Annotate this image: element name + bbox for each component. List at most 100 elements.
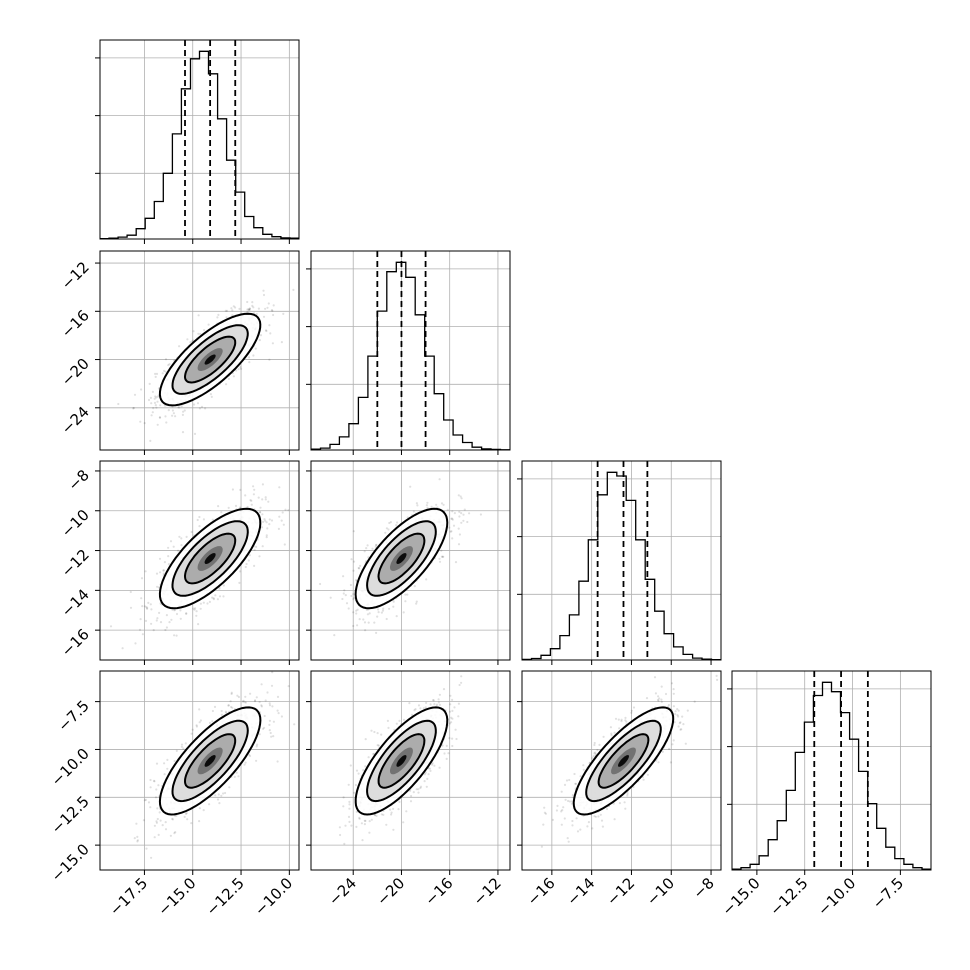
sample-point [560, 810, 563, 813]
sample-point [451, 537, 454, 540]
sample-point [145, 847, 148, 850]
sample-point [287, 509, 290, 512]
sample-point [395, 722, 398, 725]
sample-point [174, 415, 177, 418]
sample-point [276, 709, 279, 712]
sample-point [243, 763, 246, 766]
sample-point [342, 592, 345, 595]
sample-point [413, 585, 416, 588]
sample-point [398, 800, 401, 804]
sample-point [363, 621, 367, 624]
sample-point [235, 771, 238, 774]
sample-point [382, 813, 385, 817]
sample-point [148, 382, 151, 385]
panel-frame [310, 670, 511, 871]
contour-core [396, 553, 407, 564]
sample-point [180, 745, 183, 748]
sample-point [413, 709, 416, 712]
sample-point [167, 409, 170, 412]
sample-point [355, 769, 359, 772]
sample-point [258, 511, 262, 514]
sample-point [427, 773, 430, 776]
sample-point [236, 694, 239, 697]
sample-point [453, 511, 456, 515]
sample-point [208, 721, 212, 725]
sample-point [195, 610, 198, 613]
contour-core [396, 755, 407, 767]
histogram-1 [311, 261, 510, 450]
sample-point [168, 363, 171, 366]
sample-point [280, 715, 283, 718]
sample-point [397, 808, 400, 811]
contour-core [204, 354, 216, 365]
sample-point [329, 596, 332, 599]
sample-point [450, 721, 453, 724]
sample-point [440, 502, 444, 505]
sample-point [395, 615, 398, 618]
sample-point [425, 701, 428, 705]
sample-point [213, 705, 217, 709]
sample-point [192, 607, 195, 610]
sample-point [198, 820, 201, 823]
sample-point [244, 701, 247, 704]
sample-point [425, 504, 428, 507]
sample-point [443, 752, 446, 755]
sample-point [246, 505, 249, 509]
sample-point [349, 583, 352, 587]
sample-point [263, 518, 266, 521]
sample-point [166, 758, 169, 762]
sample-point [242, 699, 245, 702]
sample-point [164, 415, 167, 418]
panel-frame [99, 39, 300, 240]
sample-point [157, 586, 161, 589]
sample-point [370, 818, 373, 821]
sample-point [129, 606, 133, 609]
contours [158, 507, 262, 610]
sample-point [151, 411, 154, 414]
sample-point [181, 431, 185, 434]
sample-point [270, 519, 274, 522]
sample-point [457, 715, 460, 718]
sample-point [367, 621, 370, 624]
sample-point [143, 799, 146, 802]
sample-point [258, 339, 261, 342]
sample-point [272, 735, 275, 738]
sample-point [402, 611, 405, 614]
sample-point [462, 519, 465, 522]
sample-point [255, 545, 258, 549]
sample-point [667, 704, 671, 707]
sample-point [423, 773, 426, 776]
sample-point [282, 523, 285, 526]
sample-point [657, 695, 660, 698]
sample-point [460, 675, 463, 678]
sample-point [182, 410, 185, 413]
sample-point [156, 817, 159, 821]
sample-point [388, 607, 391, 610]
sample-point [154, 404, 157, 407]
sample-point [224, 791, 227, 795]
sample-point [154, 395, 157, 398]
sample-point [367, 756, 370, 759]
sample-point [277, 527, 280, 531]
sample-point [432, 699, 435, 702]
sample-point [415, 602, 418, 605]
sample-point [222, 595, 225, 598]
sample-point [190, 732, 193, 735]
sample-point [410, 713, 414, 717]
sample-point [363, 823, 366, 826]
sample-point [352, 560, 356, 563]
sample-point [355, 609, 358, 612]
sample-point [373, 730, 376, 734]
sample-point [356, 624, 359, 627]
sample-point [451, 717, 454, 720]
sample-point [446, 508, 449, 511]
sample-point [385, 823, 388, 826]
sample-point [564, 798, 567, 801]
sample-point [375, 631, 378, 635]
sample-point [373, 621, 376, 624]
sample-point [245, 562, 248, 566]
sample-point [178, 535, 181, 538]
sample-point [656, 698, 660, 702]
sample-point [364, 629, 367, 632]
sample-point [163, 773, 166, 776]
